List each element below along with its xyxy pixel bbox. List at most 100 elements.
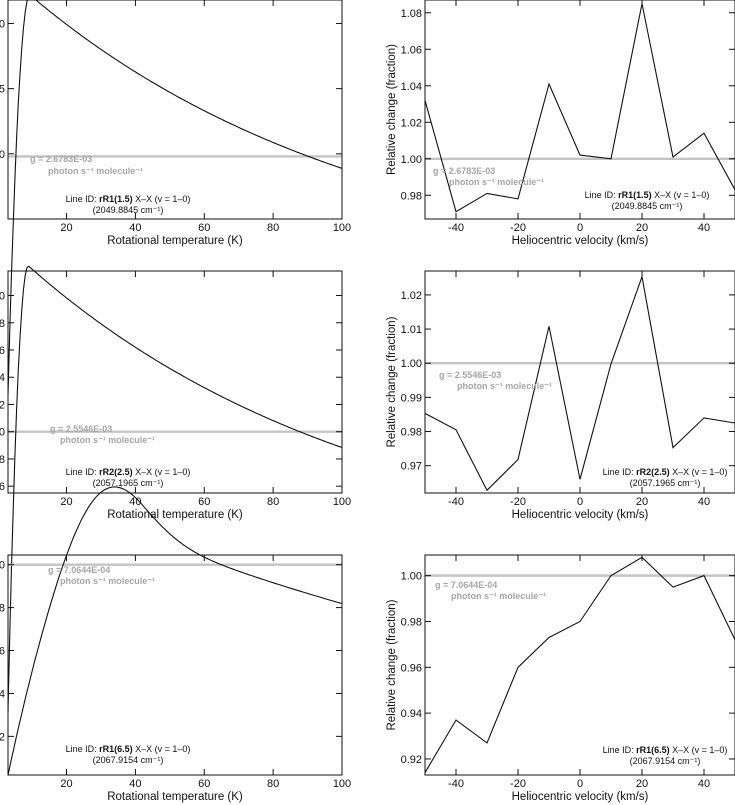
y-tick-label: 1.08 <box>401 8 422 20</box>
g-factor-label: g = 2.5546E-03 <box>439 370 501 380</box>
x-tick-label: -40 <box>448 496 464 508</box>
y-tick-label: 0.99 <box>401 392 422 404</box>
y-tick-label: 1.00 <box>401 571 422 583</box>
x-tick-label: 40 <box>129 222 141 234</box>
data-series-line <box>7 0 343 396</box>
g-factor-label: g = 7.0644E-04 <box>48 565 110 575</box>
line-id-name: rR2(2.5) <box>99 467 133 477</box>
x-tick-label: 40 <box>129 778 141 790</box>
line-id-name: rR2(2.5) <box>636 467 670 477</box>
line-id-suffix: X–X (v = 1–0) <box>133 467 191 477</box>
wavenumber-label: (2049.8845 cm⁻¹) <box>612 201 683 211</box>
y-tick-label: 2.0 <box>0 18 5 30</box>
x-tick-label: 40 <box>698 778 710 790</box>
plot-frame <box>7 554 343 776</box>
y-tick-label: 1.06 <box>401 44 422 56</box>
y-tick-label: 0.2 <box>0 731 5 743</box>
x-tick-label: 0 <box>577 222 583 234</box>
line-id-label: Line ID: rR1(1.5) X–X (v = 1–0) <box>585 190 710 200</box>
g-factor-label: g = 2.6783E-03 <box>433 166 495 176</box>
x-tick-label: 80 <box>267 496 279 508</box>
x-tick-label: -40 <box>448 778 464 790</box>
x-tick-label: 100 <box>333 496 351 508</box>
line-id-prefix: Line ID: <box>66 467 100 477</box>
x-tick-label: 60 <box>198 496 210 508</box>
line-id-label: Line ID: rR2(2.5) X–X (v = 1–0) <box>603 467 728 477</box>
line-id-name: rR1(1.5) <box>618 190 652 200</box>
g-factor-label: g = 7.0644E-04 <box>435 580 497 590</box>
wavenumber-label: (2049.8845 cm⁻¹) <box>93 205 164 215</box>
y-tick-label: 0.92 <box>401 754 422 766</box>
y-tick-label: 1.02 <box>401 117 422 129</box>
chart-panel-p6: -40 -20 0 20 40 0.92 0.94 0.96 0.98 1.00 Heliocent… <box>386 554 735 803</box>
x-tick-label: -20 <box>510 778 526 790</box>
y-tick-label: 1.8 <box>0 318 5 330</box>
y-tick-label: 1.00 <box>401 154 422 166</box>
data-series-line <box>7 265 343 713</box>
y-axis-label: Relative change (fraction) <box>386 316 398 447</box>
x-tick-label: -20 <box>510 496 526 508</box>
line-id-label: Line ID: rR1(6.5) X–X (v = 1–0) <box>603 745 728 755</box>
y-tick-label: 0.98 <box>401 190 422 202</box>
x-axis-label: Heliocentric velocity (km/s) <box>512 509 649 521</box>
wavenumber-label: (2057.1965 cm⁻¹) <box>630 478 701 488</box>
chart-panel-p2: -40 -20 0 20 40 0.98 1.00 1.02 1.04 1.06 1.08 Helio… <box>386 0 735 247</box>
y-tick-label: 1.0 <box>0 427 5 439</box>
g-units-label: photon s⁻¹ molecule⁻¹ <box>451 591 546 601</box>
x-tick-label: 40 <box>698 496 710 508</box>
wavenumber-label: (2057.1965 cm⁻¹) <box>93 478 164 488</box>
g-units-label: photon s⁻¹ molecule⁻¹ <box>457 381 552 391</box>
x-tick-label: 40 <box>698 222 710 234</box>
plot-frame <box>7 270 343 494</box>
x-tick-label: -20 <box>510 222 526 234</box>
x-tick-label: 40 <box>129 496 141 508</box>
wavenumber-label: (2067.9154 cm⁻¹) <box>93 755 164 765</box>
x-tick-label: 100 <box>333 778 351 790</box>
y-tick-label: 0.6 <box>0 481 5 493</box>
y-tick-label: 0.98 <box>401 616 422 628</box>
g-units-label: photon s⁻¹ molecule⁻¹ <box>48 166 143 176</box>
line-id-suffix: X–X (v = 1–0) <box>670 745 728 755</box>
line-id-suffix: X–X (v = 1–0) <box>133 194 191 204</box>
x-tick-label: 20 <box>636 778 648 790</box>
x-tick-label: 20 <box>636 496 648 508</box>
x-axis-label: Heliocentric velocity (km/s) <box>512 791 649 803</box>
y-axis-label: Relative change (fraction) <box>386 599 398 730</box>
x-tick-label: 20 <box>60 778 72 790</box>
line-id-prefix: Line ID: <box>603 467 637 477</box>
y-tick-label: 1.0 <box>0 149 5 161</box>
g-factor-label: g = 2.6783E-03 <box>30 154 92 164</box>
x-tick-label: 80 <box>267 222 279 234</box>
x-axis-label: Rotational temperature (K) <box>107 791 243 803</box>
y-tick-label: 1.01 <box>401 324 422 336</box>
wavenumber-label: (2067.9154 cm⁻¹) <box>630 756 701 766</box>
y-tick-label: 2.0 <box>0 291 5 303</box>
line-id-label: Line ID: rR1(1.5) X–X (v = 1–0) <box>66 194 191 204</box>
x-tick-label: 60 <box>198 222 210 234</box>
y-tick-label: 1.6 <box>0 345 5 357</box>
y-tick-label: 0.6 <box>0 646 5 658</box>
chart-panel-p1: 20 40 60 80 100 1.0 1.5 2.0 Rotational temperatu… <box>0 0 351 396</box>
y-tick-label: 1.0 <box>0 560 5 572</box>
y-tick-label: 0.94 <box>401 708 422 720</box>
y-tick-label: 0.8 <box>0 454 5 466</box>
x-tick-label: 20 <box>60 496 72 508</box>
y-tick-label: 1.5 <box>0 84 5 96</box>
y-tick-label: 1.00 <box>401 358 422 370</box>
x-tick-label: 20 <box>60 222 72 234</box>
x-tick-label: 60 <box>198 778 210 790</box>
line-id-prefix: Line ID: <box>603 745 637 755</box>
x-tick-label: 20 <box>636 222 648 234</box>
x-tick-label: 100 <box>333 222 351 234</box>
g-units-label: photon s⁻¹ molecule⁻¹ <box>60 576 155 586</box>
y-tick-label: 1.04 <box>401 81 422 93</box>
y-tick-label: 1.02 <box>401 290 422 302</box>
x-tick-label: 0 <box>577 496 583 508</box>
g-units-label: photon s⁻¹ molecule⁻¹ <box>449 177 544 187</box>
line-id-label: Line ID: rR1(6.5) X–X (v = 1–0) <box>66 744 191 754</box>
y-tick-label: 0.8 <box>0 603 5 615</box>
line-id-name: rR1(6.5) <box>636 745 670 755</box>
line-id-suffix: X–X (v = 1–0) <box>133 744 191 754</box>
line-id-label: Line ID: rR2(2.5) X–X (v = 1–0) <box>66 467 191 477</box>
data-series-line <box>424 3 735 213</box>
